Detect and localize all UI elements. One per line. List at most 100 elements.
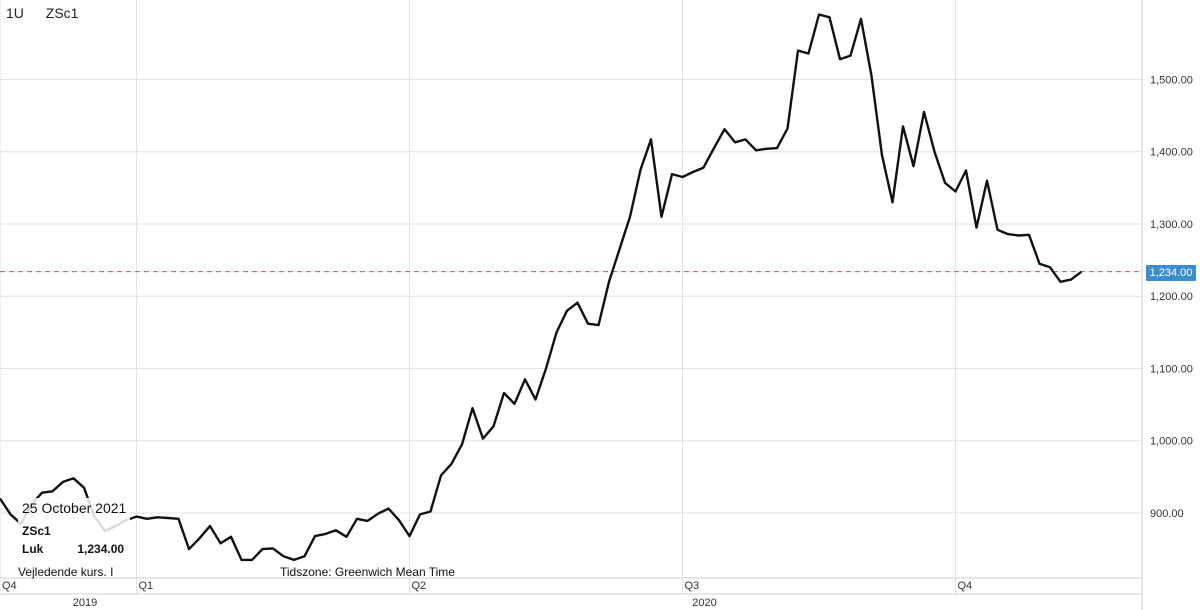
chart-header: 1U ZSc1 bbox=[6, 5, 96, 21]
data-point bbox=[859, 17, 863, 21]
data-point bbox=[61, 480, 65, 484]
data-point bbox=[240, 558, 244, 562]
data-point bbox=[1027, 233, 1031, 237]
quarter-label: Q4 bbox=[2, 580, 17, 592]
data-point bbox=[366, 519, 370, 523]
data-point bbox=[985, 179, 989, 183]
quarter-label: Q3 bbox=[685, 580, 700, 592]
data-point bbox=[660, 215, 664, 219]
data-point bbox=[670, 172, 674, 176]
data-point bbox=[723, 127, 727, 131]
data-point bbox=[502, 391, 506, 395]
data-point bbox=[408, 534, 412, 538]
data-point bbox=[702, 166, 706, 170]
data-point bbox=[177, 517, 181, 521]
data-point bbox=[355, 517, 359, 521]
data-point bbox=[156, 515, 160, 519]
data-point bbox=[313, 534, 317, 538]
data-point bbox=[229, 535, 233, 539]
data-point bbox=[292, 558, 296, 562]
y-tick-label: 1,300.00 bbox=[1150, 219, 1193, 231]
year-label: 2019 bbox=[73, 597, 97, 609]
quarter-label: Q2 bbox=[412, 580, 427, 592]
data-point bbox=[166, 516, 170, 520]
data-point bbox=[649, 137, 653, 141]
data-point bbox=[838, 57, 842, 61]
data-point bbox=[870, 74, 874, 78]
info-box: 25 October 2021 ZSc1 Luk 1,234.00 bbox=[18, 498, 131, 560]
data-point bbox=[901, 124, 905, 128]
data-point bbox=[597, 323, 601, 327]
data-point bbox=[324, 532, 328, 536]
data-point bbox=[912, 164, 916, 168]
data-point bbox=[933, 150, 937, 154]
data-point bbox=[429, 510, 433, 514]
info-date: 25 October 2021 bbox=[22, 500, 127, 516]
data-point bbox=[828, 15, 832, 19]
data-point bbox=[744, 137, 748, 141]
data-point bbox=[1038, 262, 1042, 266]
data-point bbox=[586, 322, 590, 326]
symbol-label: ZSc1 bbox=[45, 5, 79, 21]
data-point bbox=[282, 554, 286, 558]
data-point bbox=[565, 309, 569, 313]
year-label: 2020 bbox=[692, 597, 716, 609]
quarter-label: Q1 bbox=[139, 580, 154, 592]
data-point bbox=[1059, 280, 1063, 284]
data-point bbox=[51, 489, 55, 493]
interval-label[interactable]: 1U bbox=[6, 5, 24, 21]
data-point bbox=[712, 146, 716, 150]
y-axis: 900.00 1,000.00 1,100.00 1,200.00 1,300.00 1,… bbox=[1150, 74, 1193, 519]
data-point bbox=[628, 215, 632, 219]
data-point bbox=[975, 226, 979, 230]
quarter-label: Q4 bbox=[958, 580, 973, 592]
data-point bbox=[250, 558, 254, 562]
data-point bbox=[1017, 234, 1021, 238]
data-point bbox=[40, 491, 44, 495]
data-point bbox=[187, 547, 191, 551]
timezone-label: Tidszone: Greenwich Mean Time bbox=[280, 565, 455, 579]
data-point bbox=[418, 512, 422, 516]
data-point bbox=[817, 12, 821, 16]
data-point bbox=[397, 518, 401, 522]
info-close-value: 1,234.00 bbox=[77, 542, 125, 556]
data-point bbox=[208, 524, 212, 528]
data-point bbox=[376, 512, 380, 516]
data-point bbox=[733, 140, 737, 144]
info-symbol: ZSc1 bbox=[22, 524, 51, 538]
series-points bbox=[0, 12, 1084, 561]
data-point bbox=[481, 437, 485, 441]
data-point bbox=[534, 398, 538, 402]
data-point bbox=[9, 512, 13, 516]
data-point bbox=[303, 554, 307, 558]
data-point bbox=[555, 330, 559, 334]
data-point bbox=[943, 181, 947, 185]
data-point bbox=[922, 110, 926, 114]
current-price-badge: 1,234.00 bbox=[1146, 265, 1196, 281]
y-tick-label: 1,500.00 bbox=[1150, 74, 1193, 86]
data-point bbox=[198, 536, 202, 540]
data-point bbox=[82, 486, 86, 490]
data-point bbox=[607, 280, 611, 284]
data-point bbox=[691, 170, 695, 174]
y-tick-label: 1,200.00 bbox=[1150, 291, 1193, 303]
data-point bbox=[387, 507, 391, 511]
data-point bbox=[996, 228, 1000, 232]
data-point bbox=[523, 377, 527, 381]
data-point bbox=[450, 462, 454, 466]
info-close-row: Luk 1,234.00 bbox=[22, 540, 126, 558]
data-point bbox=[880, 153, 884, 157]
data-point bbox=[775, 146, 779, 150]
data-point bbox=[334, 528, 338, 532]
data-point bbox=[849, 54, 853, 58]
y-tick-label: 1,000.00 bbox=[1150, 436, 1193, 448]
data-point bbox=[639, 168, 643, 172]
y-tick-label: 900.00 bbox=[1150, 508, 1184, 520]
data-point bbox=[439, 473, 443, 477]
data-point bbox=[544, 366, 548, 370]
data-point bbox=[145, 517, 149, 521]
data-point bbox=[492, 424, 496, 428]
data-point bbox=[765, 147, 769, 151]
data-point bbox=[513, 402, 517, 406]
data-point bbox=[681, 175, 685, 179]
